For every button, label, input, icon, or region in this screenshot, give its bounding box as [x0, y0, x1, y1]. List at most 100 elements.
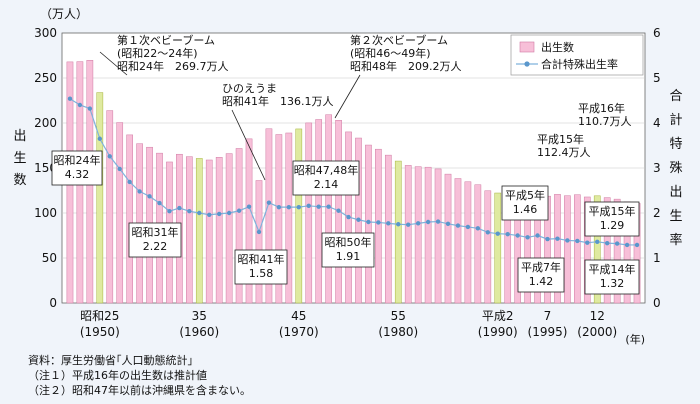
annotation-text: 1.42: [529, 275, 554, 288]
rate-line: [69, 98, 638, 246]
rate-point-1970: [296, 204, 301, 210]
legend-box: [510, 34, 644, 76]
rate-point-1981: [406, 222, 411, 227]
annotation-text: 昭和48年 209.2万人: [350, 59, 462, 73]
bar-1961: [205, 159, 213, 304]
rate-point-1949: [87, 106, 93, 111]
x-unit: (年): [625, 332, 645, 346]
y-left-tick: 0: [49, 296, 57, 310]
annotation-text: 2.22: [143, 240, 168, 253]
y-right-label-char: 出: [669, 185, 682, 200]
rate-point-1976: [356, 217, 361, 222]
x-tick-top: 7: [544, 309, 552, 323]
rate-point-1956: [157, 200, 162, 206]
birth-chart: 0501001502002503000123456（万人）出生数合計特殊出生率昭…: [13, 7, 682, 346]
rate-point-1989: [485, 230, 491, 235]
y-left-tick: 100: [34, 206, 57, 220]
x-tick-top: 35: [192, 309, 207, 323]
bar-1962: [215, 157, 223, 304]
bar-1999: [583, 196, 591, 304]
x-tick-bottom: (1990): [478, 325, 518, 339]
annotation-text: 平成16年: [578, 101, 625, 115]
legend-label-rate: 合計特殊出生率: [541, 57, 618, 71]
rate-point-1993: [525, 235, 530, 240]
annotation-text: 昭和47,48年: [294, 163, 359, 177]
x-tick-bottom: (1995): [528, 325, 568, 339]
rate-point-2001: [604, 240, 610, 246]
x-tick-bottom: (2000): [577, 325, 617, 339]
rate-point-1973: [326, 204, 331, 209]
bar-1960: [195, 158, 203, 304]
rate-point-1979: [386, 221, 391, 226]
x-tick-top: 55: [391, 309, 406, 323]
annotation-text: 4.32: [65, 168, 90, 181]
rate-point-1991: [505, 231, 510, 237]
rate-point-1986: [455, 223, 461, 228]
rate-point-1975: [346, 214, 351, 220]
rate-point-1954: [137, 189, 142, 194]
rate-point-1959: [187, 209, 192, 214]
bar-1966: [255, 180, 263, 304]
annotation-text: 平成5年: [505, 188, 545, 202]
rate-point-2003: [624, 242, 630, 248]
annotation-box: [584, 259, 640, 295]
rate-point-1982: [415, 221, 421, 226]
rate-point-1960: [197, 210, 202, 216]
rate-point-1958: [177, 205, 182, 211]
bar-1978: [375, 148, 382, 304]
annotation-text: (昭和22〜24年): [117, 46, 198, 60]
rate-point-2000: [595, 239, 600, 244]
y-left-label-char: 数: [13, 173, 26, 188]
rate-point-1957: [167, 209, 172, 214]
annotation-text: 2.14: [314, 178, 339, 191]
x-tick-bottom: (1980): [378, 325, 418, 339]
y-right-label-char: 合: [669, 89, 682, 104]
x-tick-top: 12: [590, 309, 605, 323]
y-left-tick: 250: [34, 71, 57, 85]
y-left-unit: （万人）: [40, 7, 88, 21]
y-right-label-char: 計: [669, 112, 682, 128]
rate-point-1968: [276, 204, 282, 210]
bar-1998: [574, 194, 581, 304]
bar-1951: [106, 110, 114, 304]
annotation-text: 110.7万人: [578, 115, 632, 128]
y-right-tick: 4: [653, 116, 661, 130]
source-note: 資料：厚生労働省｢人口動態統計｣: [28, 354, 193, 367]
annotation-box: [501, 185, 549, 221]
rate-point-1951: [107, 154, 112, 159]
rate-point-1971: [306, 203, 311, 208]
rate-point-1947: [67, 96, 73, 101]
rate-point-1974: [336, 208, 341, 213]
rate-point-1999: [585, 240, 590, 245]
y-right-tick: 0: [653, 296, 661, 310]
annotation-text: 昭和24年 269.7万人: [117, 59, 229, 73]
x-tick-top: 平成2: [482, 309, 514, 323]
rate-point-1998: [575, 238, 580, 244]
annotation-text: 第２次ベビーブーム: [350, 33, 448, 47]
y-left-tick: 50: [42, 251, 57, 265]
bar-2001: [603, 197, 611, 304]
annotation-text: 昭和31年: [132, 225, 179, 239]
annotation-text: 第１次ベビーブーム: [117, 33, 215, 47]
annotation-pointer: [231, 109, 266, 181]
rate-point-1988: [475, 226, 481, 231]
annotation-text: ひのえうま: [222, 82, 277, 95]
rate-point-1969: [286, 204, 292, 210]
bar-1983: [424, 166, 432, 304]
rate-point-1983: [425, 219, 431, 225]
bar-1989: [484, 190, 492, 304]
rate-point-1994: [535, 233, 540, 238]
bar-2002: [613, 198, 621, 304]
legend-line-marker: [524, 61, 530, 67]
annotation-text: 昭和24年: [54, 153, 101, 167]
x-tick-top: 昭和25: [80, 309, 119, 323]
rate-point-2004: [634, 242, 640, 248]
annotation: 第２次ベビーブーム(昭和46〜49年)昭和48年 209.2万人: [334, 33, 462, 119]
